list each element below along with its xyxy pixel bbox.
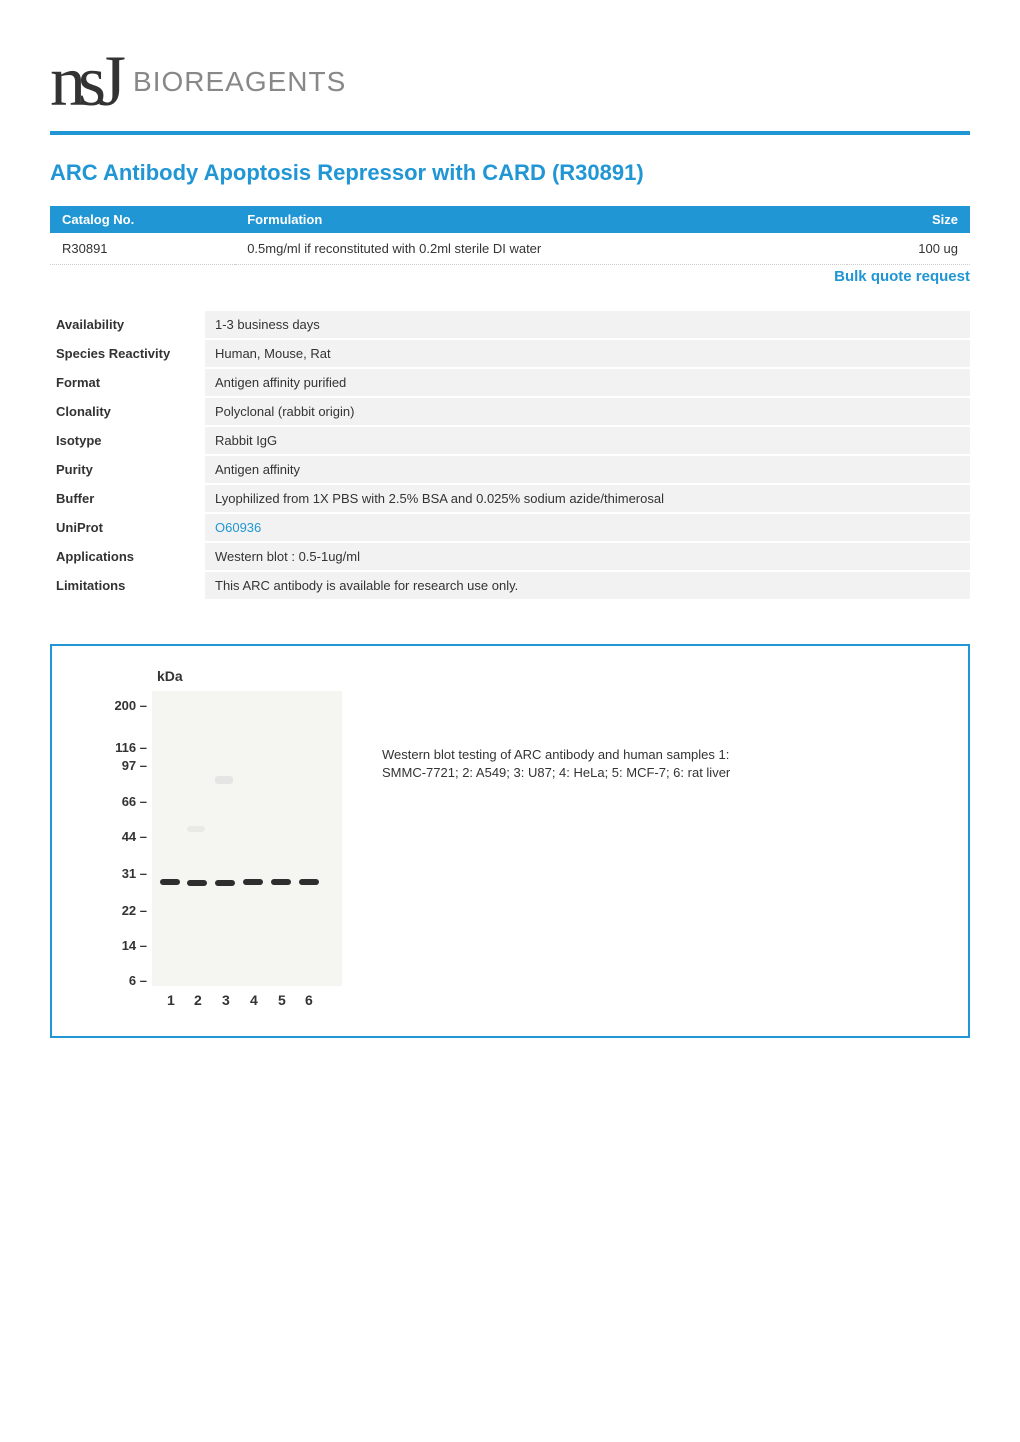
lane-label: 1	[167, 992, 175, 1008]
spec-row: UniProt O60936	[50, 514, 970, 541]
mw-marker: 66 –	[82, 794, 147, 809]
spec-label: UniProt	[50, 514, 205, 541]
spec-row: FormatAntigen affinity purified	[50, 369, 970, 396]
col-size: Size	[847, 206, 970, 233]
bulk-quote-link[interactable]: Bulk quote request	[834, 268, 970, 285]
spec-row: LimitationsThis ARC antibody is availabl…	[50, 572, 970, 599]
spec-value: Rabbit IgG	[205, 427, 970, 454]
lane-label: 4	[250, 992, 258, 1008]
kda-label: kDa	[157, 668, 183, 684]
mw-marker: 14 –	[82, 938, 147, 953]
spec-value: Lyophilized from 1X PBS with 2.5% BSA an…	[205, 485, 970, 512]
spec-value: 1-3 business days	[205, 311, 970, 338]
logo-mark: nsJ	[50, 40, 118, 123]
spec-value: Antigen affinity purified	[205, 369, 970, 396]
lane-label: 5	[278, 992, 286, 1008]
spec-row: BufferLyophilized from 1X PBS with 2.5% …	[50, 485, 970, 512]
gel-smudge	[187, 826, 205, 832]
spec-row: Species ReactivityHuman, Mouse, Rat	[50, 340, 970, 367]
uniprot-link[interactable]: O60936	[215, 520, 261, 535]
logo: nsJ BIOREAGENTS	[50, 40, 970, 123]
gel-smudge	[215, 776, 233, 784]
gel-band	[299, 879, 319, 885]
cell-formulation: 0.5mg/ml if reconstituted with 0.2ml ste…	[235, 233, 847, 265]
cell-catalog-no: R30891	[50, 233, 235, 265]
spec-row: PurityAntigen affinity	[50, 456, 970, 483]
bulk-quote-container: Bulk quote request	[50, 268, 970, 286]
spec-label: Purity	[50, 456, 205, 483]
mw-marker: 31 –	[82, 866, 147, 881]
cell-size: 100 ug	[847, 233, 970, 265]
gel-band	[160, 879, 180, 885]
lane-label: 6	[305, 992, 313, 1008]
mw-marker: 6 –	[82, 973, 147, 988]
product-title: ARC Antibody Apoptosis Repressor with CA…	[50, 160, 970, 186]
spec-label: Availability	[50, 311, 205, 338]
mw-marker: 22 –	[82, 903, 147, 918]
catalog-table: Catalog No. Formulation Size R30891 0.5m…	[50, 206, 970, 265]
spec-value: Western blot : 0.5-1ug/ml	[205, 543, 970, 570]
spec-value: Polyclonal (rabbit origin)	[205, 398, 970, 425]
spec-label: Applications	[50, 543, 205, 570]
gel-band	[243, 879, 263, 885]
col-catalog-no: Catalog No.	[50, 206, 235, 233]
logo-text: BIOREAGENTS	[133, 66, 346, 98]
spec-row: ApplicationsWestern blot : 0.5-1ug/ml	[50, 543, 970, 570]
spec-label: Limitations	[50, 572, 205, 599]
spec-row: IsotypeRabbit IgG	[50, 427, 970, 454]
spec-value: Antigen affinity	[205, 456, 970, 483]
col-formulation: Formulation	[235, 206, 847, 233]
image-caption: Western blot testing of ARC antibody and…	[382, 666, 762, 782]
mw-marker: 44 –	[82, 829, 147, 844]
header-rule	[50, 131, 970, 135]
spec-list: Availability1-3 business daysSpecies Rea…	[50, 311, 970, 599]
gel-band	[187, 880, 207, 886]
spec-value: This ARC antibody is available for resea…	[205, 572, 970, 599]
mw-marker: 116 –	[82, 740, 147, 755]
spec-label: Format	[50, 369, 205, 396]
lane-label: 2	[194, 992, 202, 1008]
image-panel: kDa 200 – 116 – 97 – 66 – 44 – 31 – 22 – 14 – 6 –…	[50, 644, 970, 1038]
spec-label: Species Reactivity	[50, 340, 205, 367]
western-blot-image: kDa 200 – 116 – 97 – 66 – 44 – 31 – 22 – 14 – 6 –…	[72, 666, 352, 1016]
gel-band	[215, 880, 235, 886]
spec-value: O60936	[205, 514, 970, 541]
mw-marker: 97 –	[82, 758, 147, 773]
gel-background	[152, 691, 342, 986]
spec-row: Availability1-3 business days	[50, 311, 970, 338]
logo-container: nsJ BIOREAGENTS	[50, 40, 970, 123]
gel-band	[271, 879, 291, 885]
lane-label: 3	[222, 992, 230, 1008]
spec-label: Clonality	[50, 398, 205, 425]
spec-row: ClonalityPolyclonal (rabbit origin)	[50, 398, 970, 425]
spec-value: Human, Mouse, Rat	[205, 340, 970, 367]
mw-marker: 200 –	[82, 698, 147, 713]
catalog-row: R30891 0.5mg/ml if reconstituted with 0.…	[50, 233, 970, 265]
spec-label: Isotype	[50, 427, 205, 454]
spec-label: Buffer	[50, 485, 205, 512]
